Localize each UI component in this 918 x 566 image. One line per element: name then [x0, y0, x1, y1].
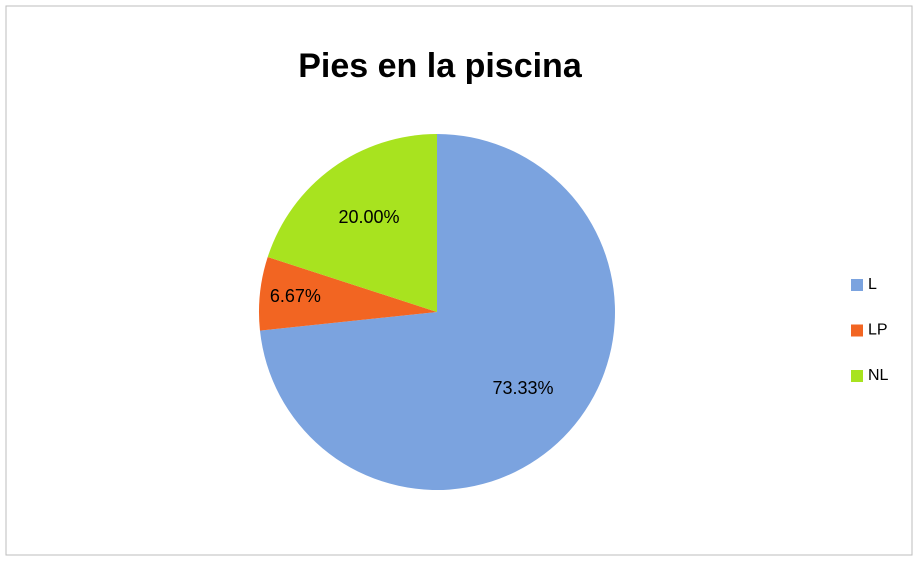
legend-swatch	[851, 279, 863, 291]
legend-label: LP	[868, 322, 888, 339]
chart-title: Pies en la piscina	[298, 47, 583, 85]
legend-swatch	[851, 370, 863, 382]
data-label: 73.33%	[492, 378, 553, 398]
pie-slice	[259, 256, 437, 331]
legend-swatch	[851, 324, 863, 337]
data-label: 20.00%	[338, 207, 399, 227]
legend-label: L	[868, 276, 877, 293]
pie-slice	[267, 134, 437, 312]
data-label: 6.67%	[270, 286, 321, 306]
pie-slice	[259, 134, 615, 491]
legend-label: NL	[868, 367, 889, 384]
